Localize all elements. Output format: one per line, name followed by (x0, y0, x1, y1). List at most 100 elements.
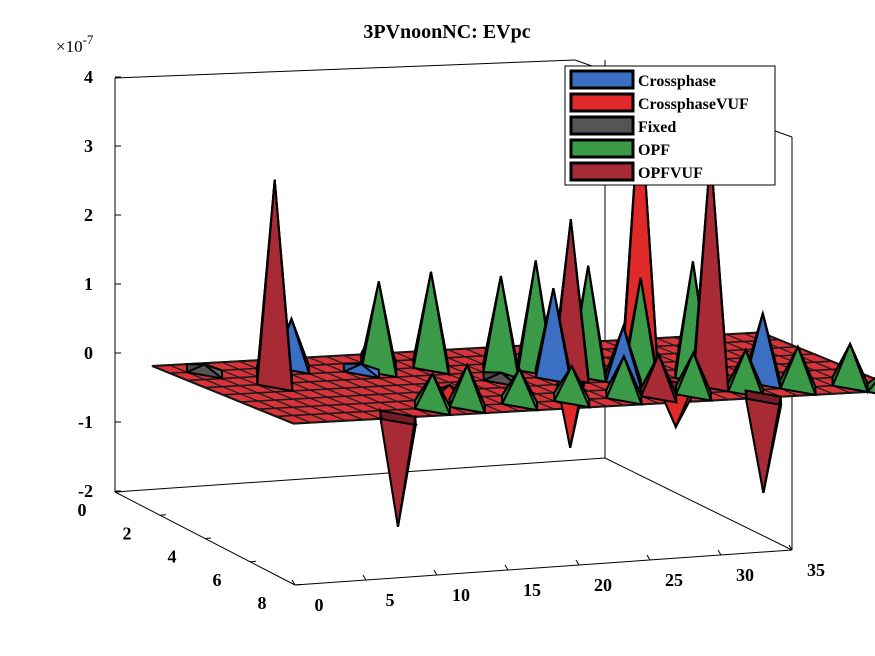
y-tick-label: 2 (123, 523, 132, 543)
surface-grid-line (222, 360, 832, 396)
spike-face (397, 416, 417, 527)
spike-opf (552, 363, 592, 409)
z-exponent-power: -7 (83, 32, 94, 47)
spike-face (482, 275, 520, 380)
x-tick-mark (575, 559, 580, 566)
x-tick-label: 30 (736, 565, 754, 585)
spike-opf (413, 371, 452, 417)
y-tick-mark (204, 537, 212, 539)
y-axis-ticks: 0 2 4 6 8 (78, 491, 302, 613)
surface-grid-line (151, 331, 762, 367)
x-tick-mark (362, 574, 367, 581)
spike-face (290, 318, 311, 374)
spike-opf (830, 341, 870, 394)
z-tick-label: 4 (84, 67, 93, 87)
spike-opfvuf (639, 351, 678, 404)
spike-face (466, 364, 486, 414)
spike-face (569, 219, 590, 383)
spike-opf (516, 260, 555, 378)
spike-face (657, 354, 678, 403)
z-tick-label: -1 (78, 412, 93, 432)
spike-face (762, 396, 783, 494)
x-tick-mark (291, 579, 296, 586)
spike-face (518, 368, 539, 411)
spike-face (360, 281, 398, 379)
x-tick-label: 0 (315, 595, 324, 615)
y-tick-mark (249, 560, 257, 563)
spike-opf (674, 349, 713, 402)
spike-face (360, 363, 381, 381)
legend-label: Fixed (638, 119, 676, 136)
x-tick-label: 20 (594, 575, 612, 595)
spike-opfvuf (379, 409, 417, 527)
x-tick-mark (433, 569, 438, 576)
x-tick-mark (788, 544, 793, 551)
z-tick-label: -2 (78, 481, 93, 501)
x-axis-ticks: 0 5 10 15 20 25 30 35 (291, 544, 825, 615)
spike-face (273, 179, 294, 392)
spike-face (431, 373, 452, 416)
z-axis-ticks: 4 3 2 1 0 -1 -2 (78, 67, 121, 501)
spike-opfvuf (691, 152, 730, 393)
y-tick-label: 8 (258, 593, 267, 613)
x-tick-label: 25 (665, 570, 683, 590)
spike-face (692, 152, 730, 393)
legend-label: CrossphaseVUF (638, 96, 749, 113)
x-tick-label: 5 (386, 590, 395, 610)
spike-opf (604, 353, 644, 406)
spike-face (692, 352, 713, 401)
spike-face (256, 179, 294, 393)
spike-opfvuf (255, 179, 294, 393)
y-tick-mark (159, 514, 167, 516)
x-tick-mark (646, 554, 651, 561)
legend-label: OPFVUF (638, 165, 703, 182)
spike-opf (482, 275, 520, 380)
y-tick-label: 0 (78, 500, 87, 520)
legend-label: Crossphase (638, 73, 716, 90)
spike-face (796, 346, 817, 396)
z-exponent-base: ×10 (56, 37, 83, 56)
spike-face (412, 271, 450, 376)
z-tick-label: 1 (84, 274, 93, 294)
spike-face (430, 271, 450, 375)
y-tick-mark (294, 584, 302, 586)
spike-face (622, 326, 642, 389)
spike-opfvuf (744, 389, 783, 494)
legend-swatch (569, 115, 635, 136)
legend-label: OPF (638, 142, 670, 159)
spike-face (570, 365, 591, 408)
spike-opf (778, 344, 818, 397)
chart-title: 3PVnoonNC: EVpc (363, 21, 530, 43)
surface-layer (151, 98, 875, 527)
z-exponent-label: ×10-7 (56, 32, 94, 56)
y-tick-label: 6 (213, 570, 222, 590)
legend-swatch (569, 138, 635, 159)
spike-face (865, 381, 875, 395)
z-tick-label: 3 (84, 136, 93, 156)
x-tick-mark (504, 564, 509, 571)
spike-opf (500, 366, 539, 412)
spike-fixed (183, 363, 224, 381)
svg-text:×10-7: ×10-7 (56, 32, 94, 56)
z-tick-label: 2 (84, 205, 93, 225)
spike-face (744, 397, 783, 494)
y-tick-label: 4 (168, 547, 177, 567)
spike-crossphase (534, 287, 573, 385)
spike-face (203, 363, 224, 381)
legend-swatch (569, 161, 635, 182)
spike-opf (865, 376, 875, 395)
x-tick-mark (717, 549, 722, 556)
y-tick-mark (114, 491, 122, 493)
spike-opf (412, 271, 450, 376)
spike-opf (359, 281, 398, 379)
z-tick-label: 0 (84, 343, 93, 363)
spike-crossphase (340, 362, 381, 381)
spike-opf (726, 346, 765, 399)
x-tick-label: 10 (452, 585, 470, 605)
legend-swatch (569, 92, 635, 113)
spike-opf (448, 362, 487, 415)
x-tick-label: 35 (807, 560, 825, 580)
spike-face (622, 355, 643, 405)
legend: Crossphase CrossphaseVUF Fixed OPF OPFVUF (564, 65, 776, 186)
